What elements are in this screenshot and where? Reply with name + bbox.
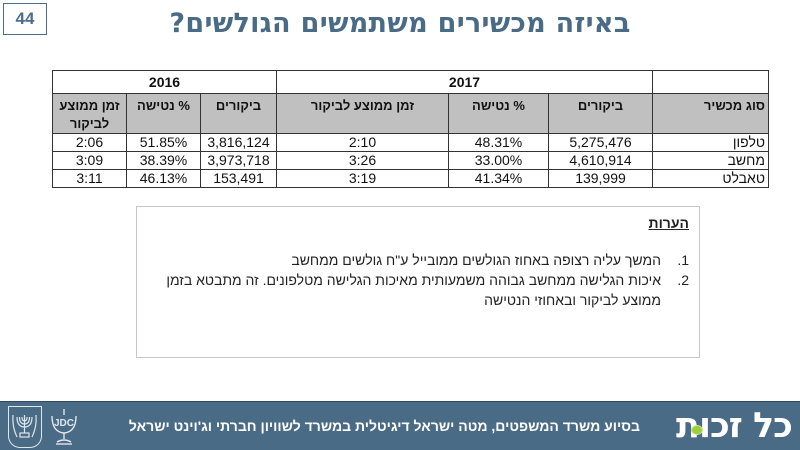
footer-bar: JDC בסיוע משרד המשפטים, מטה ישראל דיגיטל… xyxy=(0,401,800,450)
visits-2017: 4,610,914 xyxy=(548,151,653,170)
device-stats-table: 2016 2017 זמן ממוצע לביקור % נטישה ביקור… xyxy=(52,70,769,188)
visits-2016: 153,491 xyxy=(200,169,277,188)
header-visits-2017: ביקורים xyxy=(548,93,653,134)
visits-2017: 5,275,476 xyxy=(548,133,653,152)
notes-box: הערות 1. המשך עליה רצופה באחוז הגולשים מ… xyxy=(136,206,700,358)
svg-text:JDC: JDC xyxy=(54,418,74,429)
note-text: המשך עליה רצופה באחוז הגולשים ממובייל ע"… xyxy=(291,252,661,268)
bounce-2016: 46.13% xyxy=(126,169,201,188)
avg-time-2017: 3:19 xyxy=(276,169,449,188)
header-bounce-2017: % נטישה xyxy=(448,93,549,134)
year-header-row: 2016 2017 xyxy=(52,70,769,94)
device-name: טלפון xyxy=(652,133,769,152)
avg-time-2016: 3:11 xyxy=(52,169,127,188)
visits-2017: 139,999 xyxy=(548,169,653,188)
bounce-2017: 48.31% xyxy=(448,133,549,152)
avg-time-2016: 2:06 xyxy=(52,133,127,152)
avg-time-2016: 3:09 xyxy=(52,151,127,170)
year-2017-header: 2017 xyxy=(276,70,653,94)
year-2016-header: 2016 xyxy=(52,70,277,94)
header-avg-time-2016: זמן ממוצע לביקור xyxy=(52,93,127,134)
jdc-logo-icon: JDC xyxy=(48,406,80,448)
footer-credits: בסיוע משרד המשפטים, מטה ישראל דיגיטלית ב… xyxy=(128,418,640,434)
bounce-2016: 51.85% xyxy=(126,133,201,152)
device-name: טאבלט xyxy=(652,169,769,188)
bounce-2016: 38.39% xyxy=(126,151,201,170)
header-visits-2016: ביקורים xyxy=(200,93,277,134)
notes-title: הערות xyxy=(648,215,689,231)
avg-time-2017: 3:26 xyxy=(276,151,449,170)
slide-number: 44 xyxy=(3,3,47,35)
table-row: 2:06 51.85% 3,816,124 2:10 48.31% 5,275,… xyxy=(52,133,769,152)
note-item: 2. איכות הגלישה ממחשב גבוהה משמעותית מאי… xyxy=(147,270,689,310)
brand-dot-icon xyxy=(691,425,703,435)
note-text: איכות הגלישה ממחשב גבוהה משמעותית מאיכות… xyxy=(166,272,661,308)
bounce-2017: 41.34% xyxy=(448,169,549,188)
table-row: 3:11 46.13% 153,491 3:19 41.34% 139,999 … xyxy=(52,169,769,188)
device-year-cell xyxy=(652,70,769,94)
notes-list: 1. המשך עליה רצופה באחוז הגולשים ממובייל… xyxy=(147,250,689,310)
note-item: 1. המשך עליה רצופה באחוז הגולשים ממובייל… xyxy=(147,250,689,270)
note-number: 2. xyxy=(677,272,689,288)
visits-2016: 3,973,718 xyxy=(200,151,277,170)
header-avg-time-2017: זמן ממוצע לביקור xyxy=(276,93,449,134)
device-name: מחשב xyxy=(652,151,769,170)
state-emblem-icon xyxy=(8,406,42,448)
header-bounce-2016: % נטישה xyxy=(126,93,201,134)
bounce-2017: 33.00% xyxy=(448,151,549,170)
header-device: סוג מכשיר xyxy=(652,93,769,134)
table-row: 3:09 38.39% 3,973,718 3:26 33.00% 4,610,… xyxy=(52,151,769,170)
page-title: באיזה מכשירים משתמשים הגולשים? xyxy=(169,8,631,39)
note-number: 1. xyxy=(677,252,689,268)
visits-2016: 3,816,124 xyxy=(200,133,277,152)
avg-time-2017: 2:10 xyxy=(276,133,449,152)
column-header-row: זמן ממוצע לביקור % נטישה ביקורים זמן ממו… xyxy=(52,93,769,134)
